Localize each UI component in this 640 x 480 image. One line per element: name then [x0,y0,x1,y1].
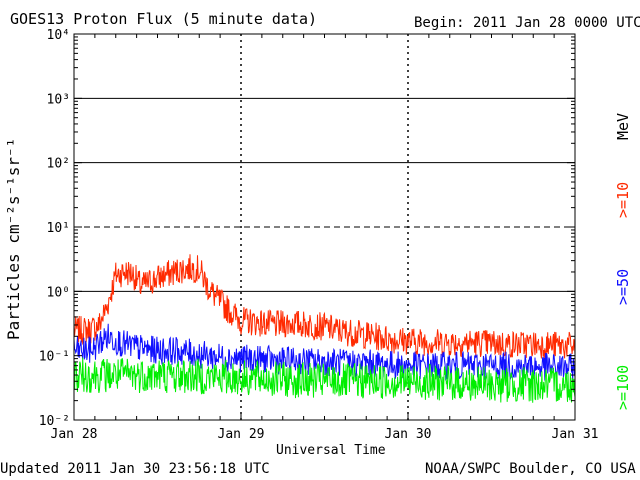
legend-label-1: >=10 [614,182,632,218]
updated-label: Updated 2011 Jan 30 23:56:18 UTC [0,461,270,477]
source-label: NOAA/SWPC Boulder, CO USA [425,461,636,477]
unit-label: MeV [614,113,632,140]
x-tick-label: Jan 29 [218,427,265,442]
x-tick-label: Jan 30 [385,427,432,442]
chart-title: GOES13 Proton Flux (5 minute data) [10,10,317,28]
y-tick-label: 10³ [47,92,70,107]
y-tick-label: 10² [47,157,70,172]
x-tick-label: Jan 31 [552,427,599,442]
y-axis-title: Particles cm⁻²s⁻¹sr⁻¹ [4,138,23,340]
y-tick-label: 10⁻¹ [39,350,70,365]
begin-label: Begin: 2011 Jan 28 0000 UTC [414,15,640,31]
x-axis-title: Universal Time [276,443,386,458]
series-line-3 [73,357,576,403]
series-line-1 [73,254,576,359]
legend-label-2: >=50 [614,269,632,305]
y-tick-label: 10⁰ [47,285,70,300]
y-tick-label: 10⁴ [47,28,70,43]
y-tick-label: 10¹ [47,221,70,236]
y-tick-label: 10⁻² [39,414,70,429]
legend-label-3: >=100 [614,365,632,410]
series-line-2 [73,323,576,382]
x-tick-label: Jan 28 [51,427,98,442]
